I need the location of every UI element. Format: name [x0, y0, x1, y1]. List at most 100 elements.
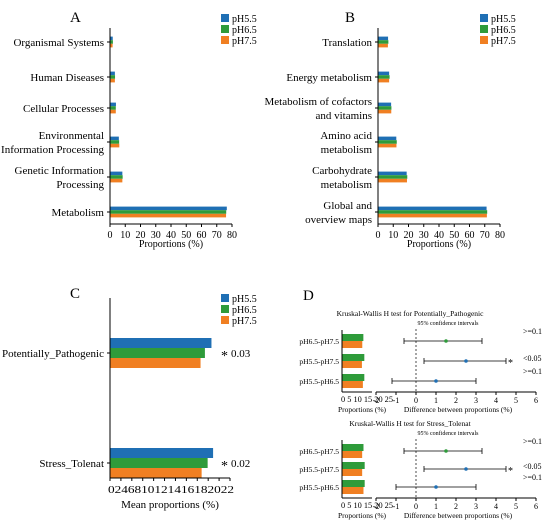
- category-label-B-4: metabolism: [321, 179, 373, 191]
- diff-xtick-label-D-0-4: 2: [454, 396, 458, 405]
- category-label-B-3: Amino acid: [320, 130, 372, 142]
- bar-D-0-0-b: [342, 341, 363, 348]
- category-label-B-2: Metabolism of cofactors: [264, 96, 372, 108]
- bar-B-5-pH7.5: [378, 213, 487, 218]
- bar-A-1-pH5.5: [110, 71, 115, 76]
- comparison-label-D-1-1: pH5.5-pH7.5: [299, 465, 339, 474]
- category-label-A-0: Organismal Systems: [13, 37, 104, 49]
- diff-xtick-label-D-1-7: 5: [514, 502, 518, 511]
- bar-B-3-pH6.5: [378, 140, 397, 144]
- category-label-A-1: Human Diseases: [30, 72, 104, 84]
- diff-point-D-1-1: [464, 467, 468, 471]
- diff-xtick-label-D-1-8: 6: [534, 502, 538, 511]
- bar-x-title-D-1: Proportions (%): [338, 511, 387, 520]
- legend-swatch-pH5.5: [221, 14, 229, 22]
- xtick-label-B-1: 10: [388, 230, 398, 241]
- legend-label-pH6.5: pH6.5: [232, 305, 257, 316]
- p-value-D-1-0: >=0.1: [523, 437, 542, 446]
- comparison-label-D-0-2: pH5.5-pH6.5: [299, 377, 339, 386]
- diff-point-D-1-2: [434, 485, 438, 489]
- xtick-label-A-5: 50: [181, 230, 191, 241]
- bar-A-3-pH7.5: [110, 143, 120, 148]
- xtick-label-A-3: 30: [151, 230, 161, 241]
- bar-D-0-2-b: [342, 381, 363, 388]
- comparison-label-D-0-0: pH6.5-pH7.5: [299, 337, 339, 346]
- bar-A-0-pH7.5: [110, 43, 113, 48]
- legend-label-pH7.5: pH7.5: [491, 36, 516, 47]
- bar-A-1-pH6.5: [110, 75, 116, 79]
- p-value-C-0: 0.03: [231, 348, 251, 360]
- xtick-labels-C: 0246810121416182022: [108, 485, 234, 496]
- test-title-D-1: Kruskal-Wallis H test for Stress_Tolenat: [349, 419, 471, 428]
- p-value-D-0-0: >=0.1: [523, 327, 542, 336]
- bar-D-1-0-b: [342, 451, 363, 458]
- bar-xtick-labels-D-0: 0 5 10 15 20 25: [341, 395, 393, 404]
- p-value-D-1-2: >=0.1: [523, 473, 542, 482]
- diff-point-D-0-1: [464, 359, 468, 363]
- ci-caption-D-1: 95% confidence intervals: [418, 430, 480, 437]
- bar-A-2-pH7.5: [110, 109, 116, 114]
- bar-D-1-2-a: [342, 480, 365, 487]
- xtick-label-A-7: 70: [212, 230, 222, 241]
- ci-caption-D-0: 95% confidence intervals: [418, 320, 480, 327]
- xtick-label-B-7: 70: [480, 230, 490, 241]
- significance-star-C-1: *: [221, 459, 228, 474]
- x-axis-title-A: Proportions (%): [139, 239, 203, 250]
- bar-A-5-pH5.5: [110, 206, 227, 211]
- diff-xtick-label-D-0-0: -2: [373, 396, 380, 405]
- bar-B-0-pH6.5: [378, 40, 389, 44]
- category-label-C-0: Potentially_Pathogenic: [2, 348, 104, 360]
- bar-A-0-pH6.5: [110, 40, 113, 44]
- bar-B-1-pH5.5: [378, 71, 390, 76]
- diff-xtick-label-D-1-5: 3: [474, 502, 478, 511]
- bar-C-1-pH5.5: [110, 448, 214, 458]
- xtick-label-B-2: 20: [404, 230, 414, 241]
- bar-B-3-pH5.5: [378, 136, 397, 141]
- category-label-C-1: Stress_Tolenat: [39, 458, 104, 470]
- bar-B-2-pH7.5: [378, 109, 392, 114]
- legend-swatch-pH6.5: [221, 25, 229, 33]
- p-value-D-1-1: <0.05: [523, 462, 542, 471]
- panel-label-D: D: [303, 288, 314, 304]
- xtick-label-B-3: 30: [419, 230, 429, 241]
- bar-B-0-pH5.5: [378, 36, 389, 41]
- diff-x-title-D-0: Difference between proportions (%): [404, 405, 513, 414]
- x-axis-title-C: Mean proportions (%): [121, 499, 219, 511]
- panel-label-A: A: [70, 10, 81, 26]
- bar-B-4-pH7.5: [378, 178, 407, 183]
- bar-A-3-pH5.5: [110, 136, 119, 141]
- category-label-A-4: Genetic Information: [15, 165, 105, 177]
- bar-A-4-pH5.5: [110, 171, 123, 176]
- xtick-label-B-4: 40: [434, 230, 444, 241]
- bar-A-0-pH5.5: [110, 36, 113, 41]
- bar-x-title-D-0: Proportions (%): [338, 405, 387, 414]
- category-label-A-2: Cellular Processes: [23, 103, 104, 115]
- comparison-label-D-0-1: pH5.5-pH7.5: [299, 357, 339, 366]
- bar-C-0-pH7.5: [110, 358, 201, 368]
- diff-point-D-0-0: [444, 339, 448, 343]
- bar-A-2-pH6.5: [110, 106, 116, 110]
- category-label-B-0: Translation: [322, 37, 372, 49]
- significance-star-C-0: *: [221, 349, 228, 364]
- p-value-D-0-2: >=0.1: [523, 367, 542, 376]
- bar-D-0-1-b: [342, 361, 362, 368]
- bar-A-5-pH7.5: [110, 213, 227, 218]
- legend-swatch-pH7.5: [221, 316, 229, 324]
- bar-D-1-2-b: [342, 487, 364, 494]
- diff-xtick-label-D-0-1: -1: [393, 396, 400, 405]
- bar-D-0-1-a: [342, 354, 365, 361]
- diff-xtick-label-D-0-2: 0: [414, 396, 418, 405]
- diff-x-title-D-1: Difference between proportions (%): [404, 511, 513, 520]
- x-axis-title-B: Proportions (%): [407, 239, 471, 250]
- bar-D-0-2-a: [342, 374, 365, 381]
- bar-B-5-pH6.5: [378, 210, 488, 214]
- category-label-B-5: Global and: [323, 200, 372, 212]
- bar-C-0-pH5.5: [110, 338, 212, 348]
- bar-C-1-pH6.5: [110, 458, 208, 468]
- bar-B-4-pH5.5: [378, 171, 407, 176]
- comparison-label-D-1-2: pH5.5-pH6.5: [299, 483, 339, 492]
- category-label-B-4: Carbohydrate: [312, 165, 372, 177]
- category-label-A-3: Information Processing: [1, 144, 104, 156]
- comparison-label-D-1-0: pH6.5-pH7.5: [299, 447, 339, 456]
